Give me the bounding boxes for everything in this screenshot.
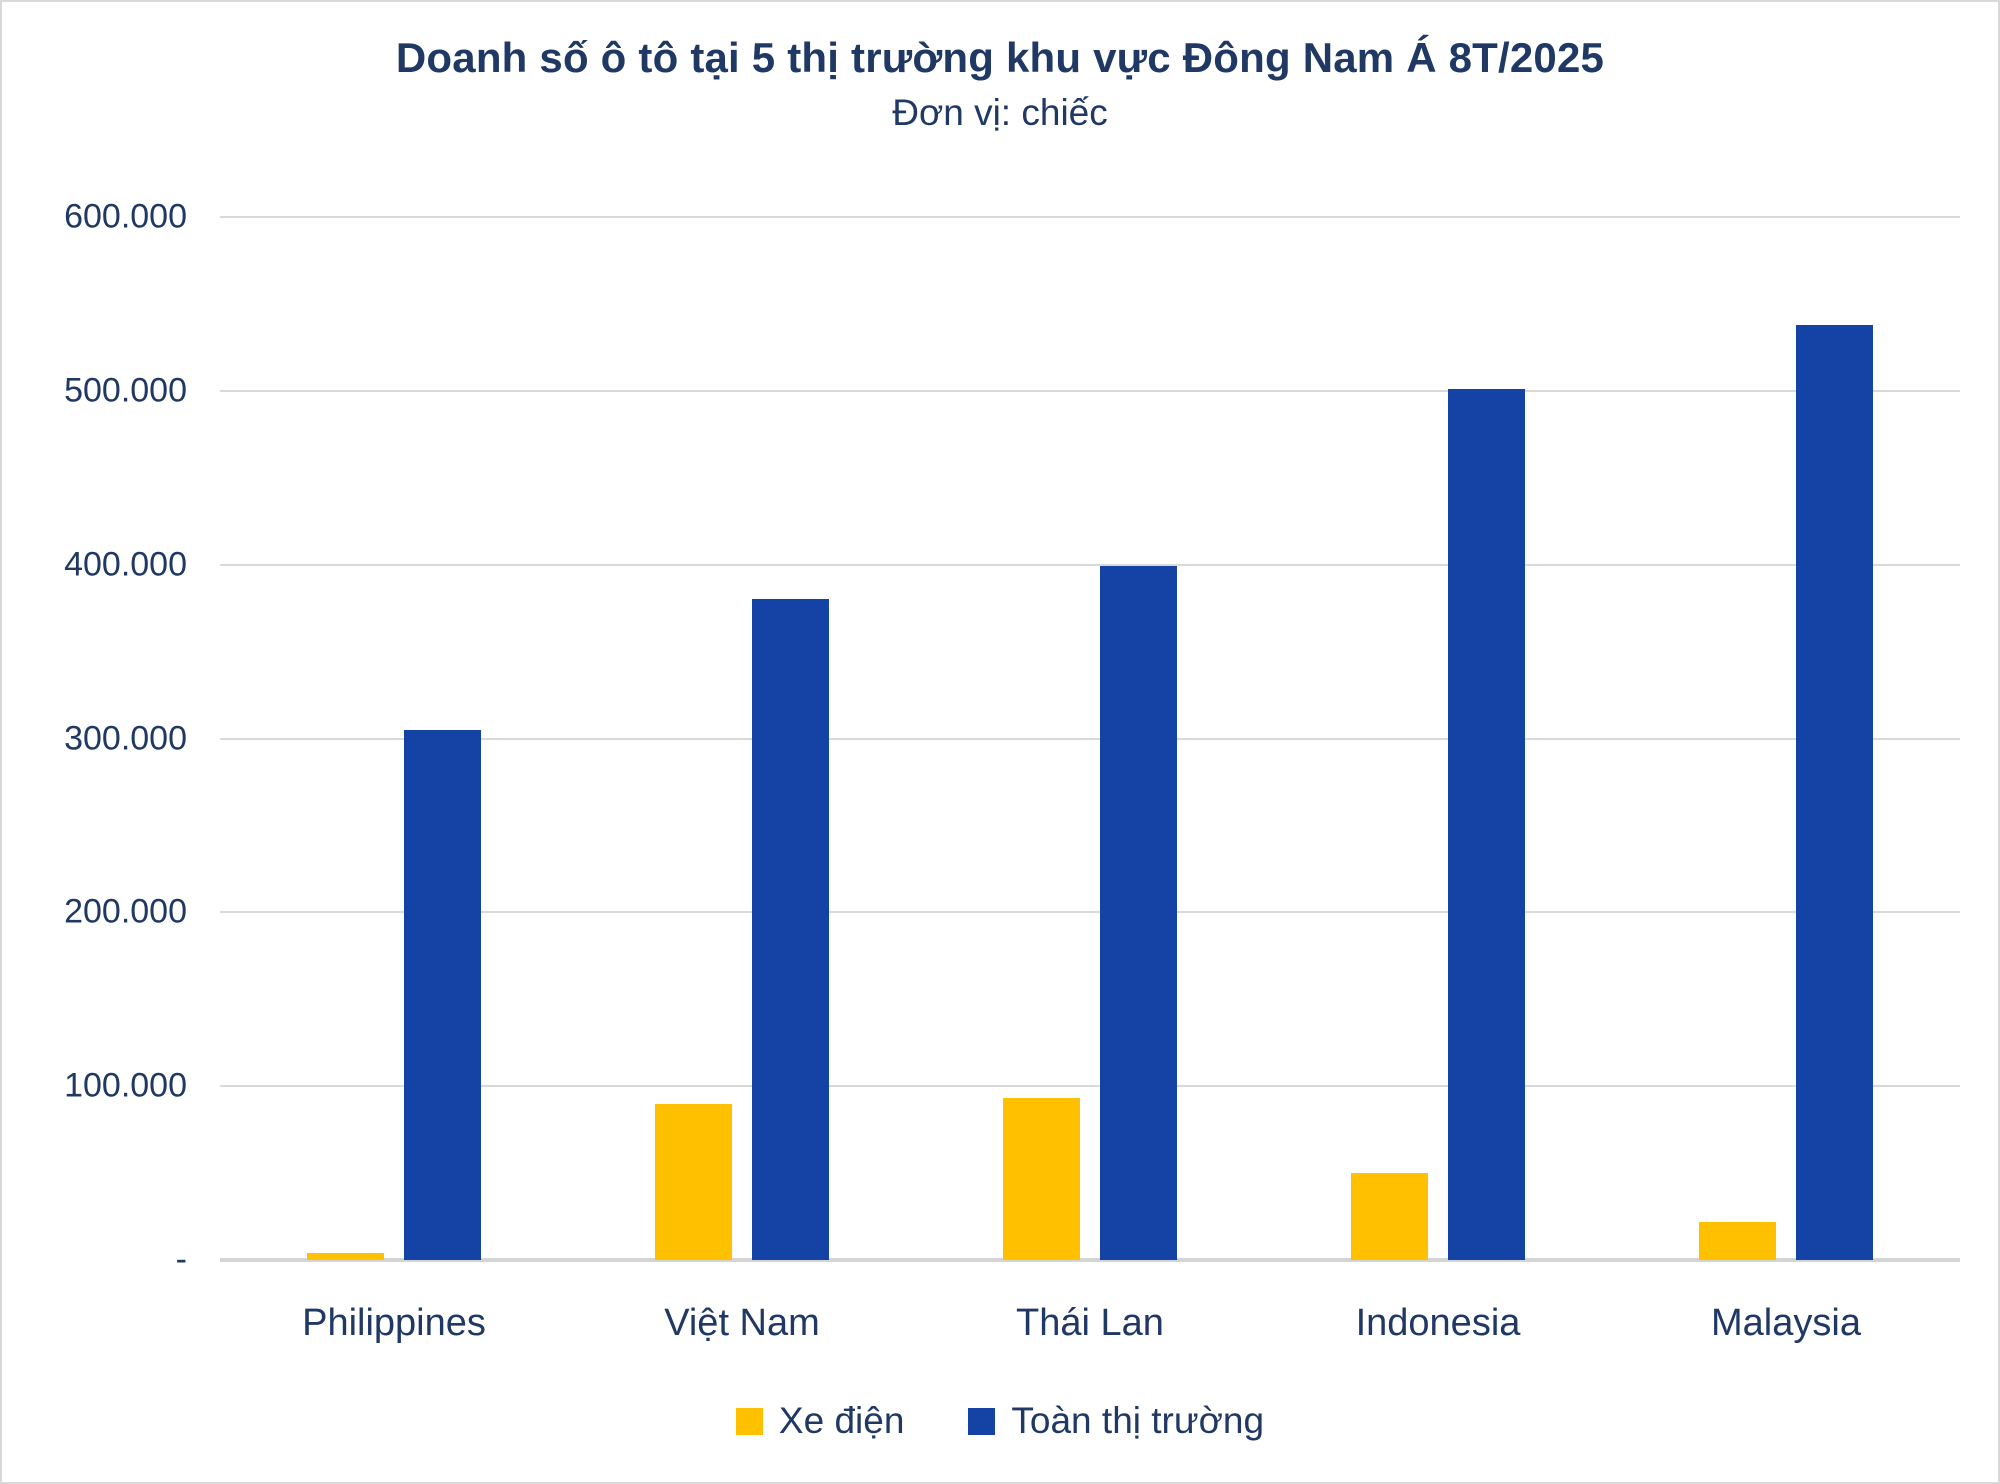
legend-entry-toan-thi-truong: Toàn thị trường (968, 1400, 1264, 1442)
y-axis-tick-label: 300.000 (64, 719, 187, 757)
bar-xe-dien-viet-nam (655, 1103, 732, 1260)
bar-toan-thi-truong-thai-lan (1100, 566, 1177, 1260)
y-axis: - 100.000 200.000 300.000 400.000 500.000 600.… (2, 198, 187, 1279)
x-axis: Philippines Việt Nam Thái Lan Indonesia Mala… (220, 1302, 1960, 1345)
bar-group-indonesia (1264, 217, 1612, 1260)
legend-label: Xe điện (778, 1400, 905, 1441)
bar-slots (220, 217, 1960, 1260)
bar-xe-dien-philippines (307, 1253, 384, 1260)
x-axis-category-label: Malaysia (1711, 1302, 1861, 1344)
bar-toan-thi-truong-philippines (404, 729, 481, 1260)
legend: Xe điện Toàn thị trường (2, 1400, 1998, 1442)
y-axis-tick-label: 400.000 (64, 545, 187, 584)
bar-group-philippines (220, 217, 568, 1260)
x-axis-category-label: Philippines (302, 1302, 486, 1344)
bar-toan-thi-truong-indonesia (1448, 389, 1525, 1260)
gridline (220, 216, 1960, 218)
x-axis-category-label: Thái Lan (1016, 1302, 1164, 1344)
legend-swatch-toan-thi-truong (968, 1407, 996, 1435)
gridline (220, 563, 1960, 566)
y-axis-tick-label: 500.000 (64, 371, 187, 410)
gridlines (220, 216, 1960, 1262)
x-axis-category-label: Indonesia (1355, 1302, 1521, 1344)
gridline (220, 389, 1960, 392)
bar-group-malaysia (1612, 217, 1960, 1260)
chart-subtitle: Đơn vị: chiếc (892, 92, 1108, 133)
y-axis-tick-label: 600.000 (64, 197, 187, 236)
x-axis-line (220, 1258, 1960, 1262)
y-axis-tick-label: 100.000 (64, 1066, 187, 1105)
bar-group-thai-lan (916, 217, 1264, 1260)
gridline (220, 911, 1960, 914)
bar-toan-thi-truong-viet-nam (752, 599, 829, 1260)
bar-xe-dien-thai-lan (1003, 1098, 1080, 1260)
bar-group-viet-nam (568, 217, 916, 1260)
gridline (220, 737, 1960, 740)
y-axis-tick-label: 200.000 (64, 892, 187, 931)
gridline (220, 1085, 1960, 1088)
legend-swatch-xe-dien (735, 1407, 763, 1435)
bar-toan-thi-truong-malaysia (1796, 324, 1873, 1260)
chart-title: Doanh số ô tô tại 5 thị trường khu vực Đ… (395, 34, 1605, 81)
plot-area (220, 216, 1960, 1262)
bar-xe-dien-malaysia (1699, 1221, 1776, 1260)
bar-xe-dien-indonesia (1351, 1173, 1428, 1260)
legend-label: Toàn thị trường (1011, 1400, 1265, 1441)
legend-entry-xe-dien: Xe điện (735, 1400, 905, 1442)
x-axis-category-label: Việt Nam (664, 1302, 820, 1344)
y-axis-tick-label: - (175, 1240, 187, 1279)
